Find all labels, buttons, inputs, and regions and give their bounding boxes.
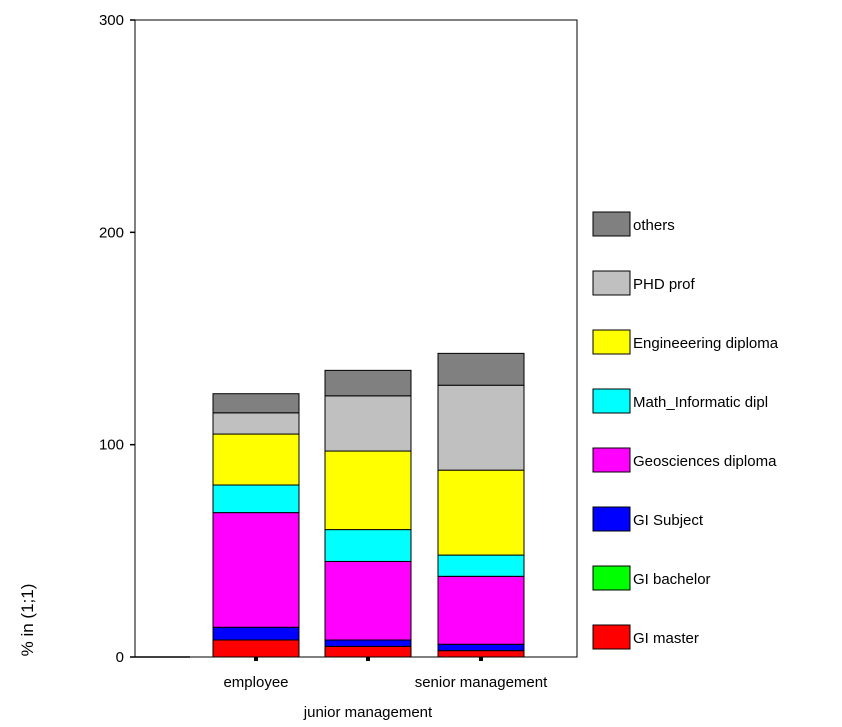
legend-swatch bbox=[592, 270, 631, 296]
bar-segment bbox=[437, 554, 525, 577]
legend-label: GI Subject bbox=[633, 512, 704, 529]
legend-label: PHD prof bbox=[633, 276, 696, 293]
bar-segment bbox=[212, 393, 300, 414]
x-category-label: junior management bbox=[303, 704, 433, 721]
legend-label: Engineeering diploma bbox=[633, 335, 779, 352]
y-tick-label: 100 bbox=[99, 437, 124, 454]
bar-segment bbox=[212, 512, 300, 628]
bar-segment bbox=[324, 450, 412, 531]
bar-segment bbox=[437, 469, 525, 556]
legend: others PHD prof Engineeering diploma Math_I… bbox=[592, 211, 779, 650]
bar-segment bbox=[324, 639, 412, 647]
legend-label: GI master bbox=[633, 630, 699, 647]
bar-segment bbox=[324, 529, 412, 562]
bar-segment bbox=[437, 650, 525, 658]
legend-label: Geosciences diploma bbox=[633, 453, 777, 470]
legend-swatch bbox=[592, 565, 631, 591]
bar-segment bbox=[437, 575, 525, 645]
legend-swatch bbox=[592, 506, 631, 532]
bar-segment bbox=[324, 645, 412, 658]
x-axis-labels: employee junior management senior manageme… bbox=[223, 674, 548, 721]
y-tick-label: 0 bbox=[116, 649, 124, 666]
x-category-label: employee bbox=[223, 674, 288, 691]
bar-segment bbox=[324, 369, 412, 397]
legend-swatch bbox=[592, 624, 631, 650]
bar-segment bbox=[212, 412, 300, 435]
legend-swatch bbox=[592, 211, 631, 237]
legend-swatch bbox=[592, 388, 631, 414]
x-category-label: senior management bbox=[415, 674, 548, 691]
y-axis-label: % in (1;1) bbox=[18, 584, 37, 657]
y-tick-label: 300 bbox=[99, 12, 124, 29]
bar-segment bbox=[437, 643, 525, 652]
bar-segment bbox=[437, 384, 525, 471]
legend-label: GI bachelor bbox=[633, 571, 711, 588]
bar-segment bbox=[212, 484, 300, 514]
x-tick-mark bbox=[366, 657, 370, 661]
y-axis-ticks: 0 100 200 300 bbox=[99, 12, 135, 666]
y-tick-label: 200 bbox=[99, 224, 124, 241]
bar-segment bbox=[212, 433, 300, 486]
bar-segment bbox=[324, 395, 412, 452]
bars-group bbox=[212, 352, 525, 661]
bar-segment bbox=[437, 352, 525, 386]
legend-label: Math_Informatic dipl bbox=[633, 394, 768, 411]
x-tick-mark bbox=[479, 657, 483, 661]
bar-segment bbox=[324, 560, 412, 641]
legend-swatch bbox=[592, 447, 631, 473]
x-tick-mark bbox=[254, 657, 258, 661]
bar-segment bbox=[212, 639, 300, 658]
legend-label: others bbox=[633, 217, 675, 234]
bar-segment bbox=[212, 626, 300, 641]
legend-swatch bbox=[592, 329, 631, 355]
